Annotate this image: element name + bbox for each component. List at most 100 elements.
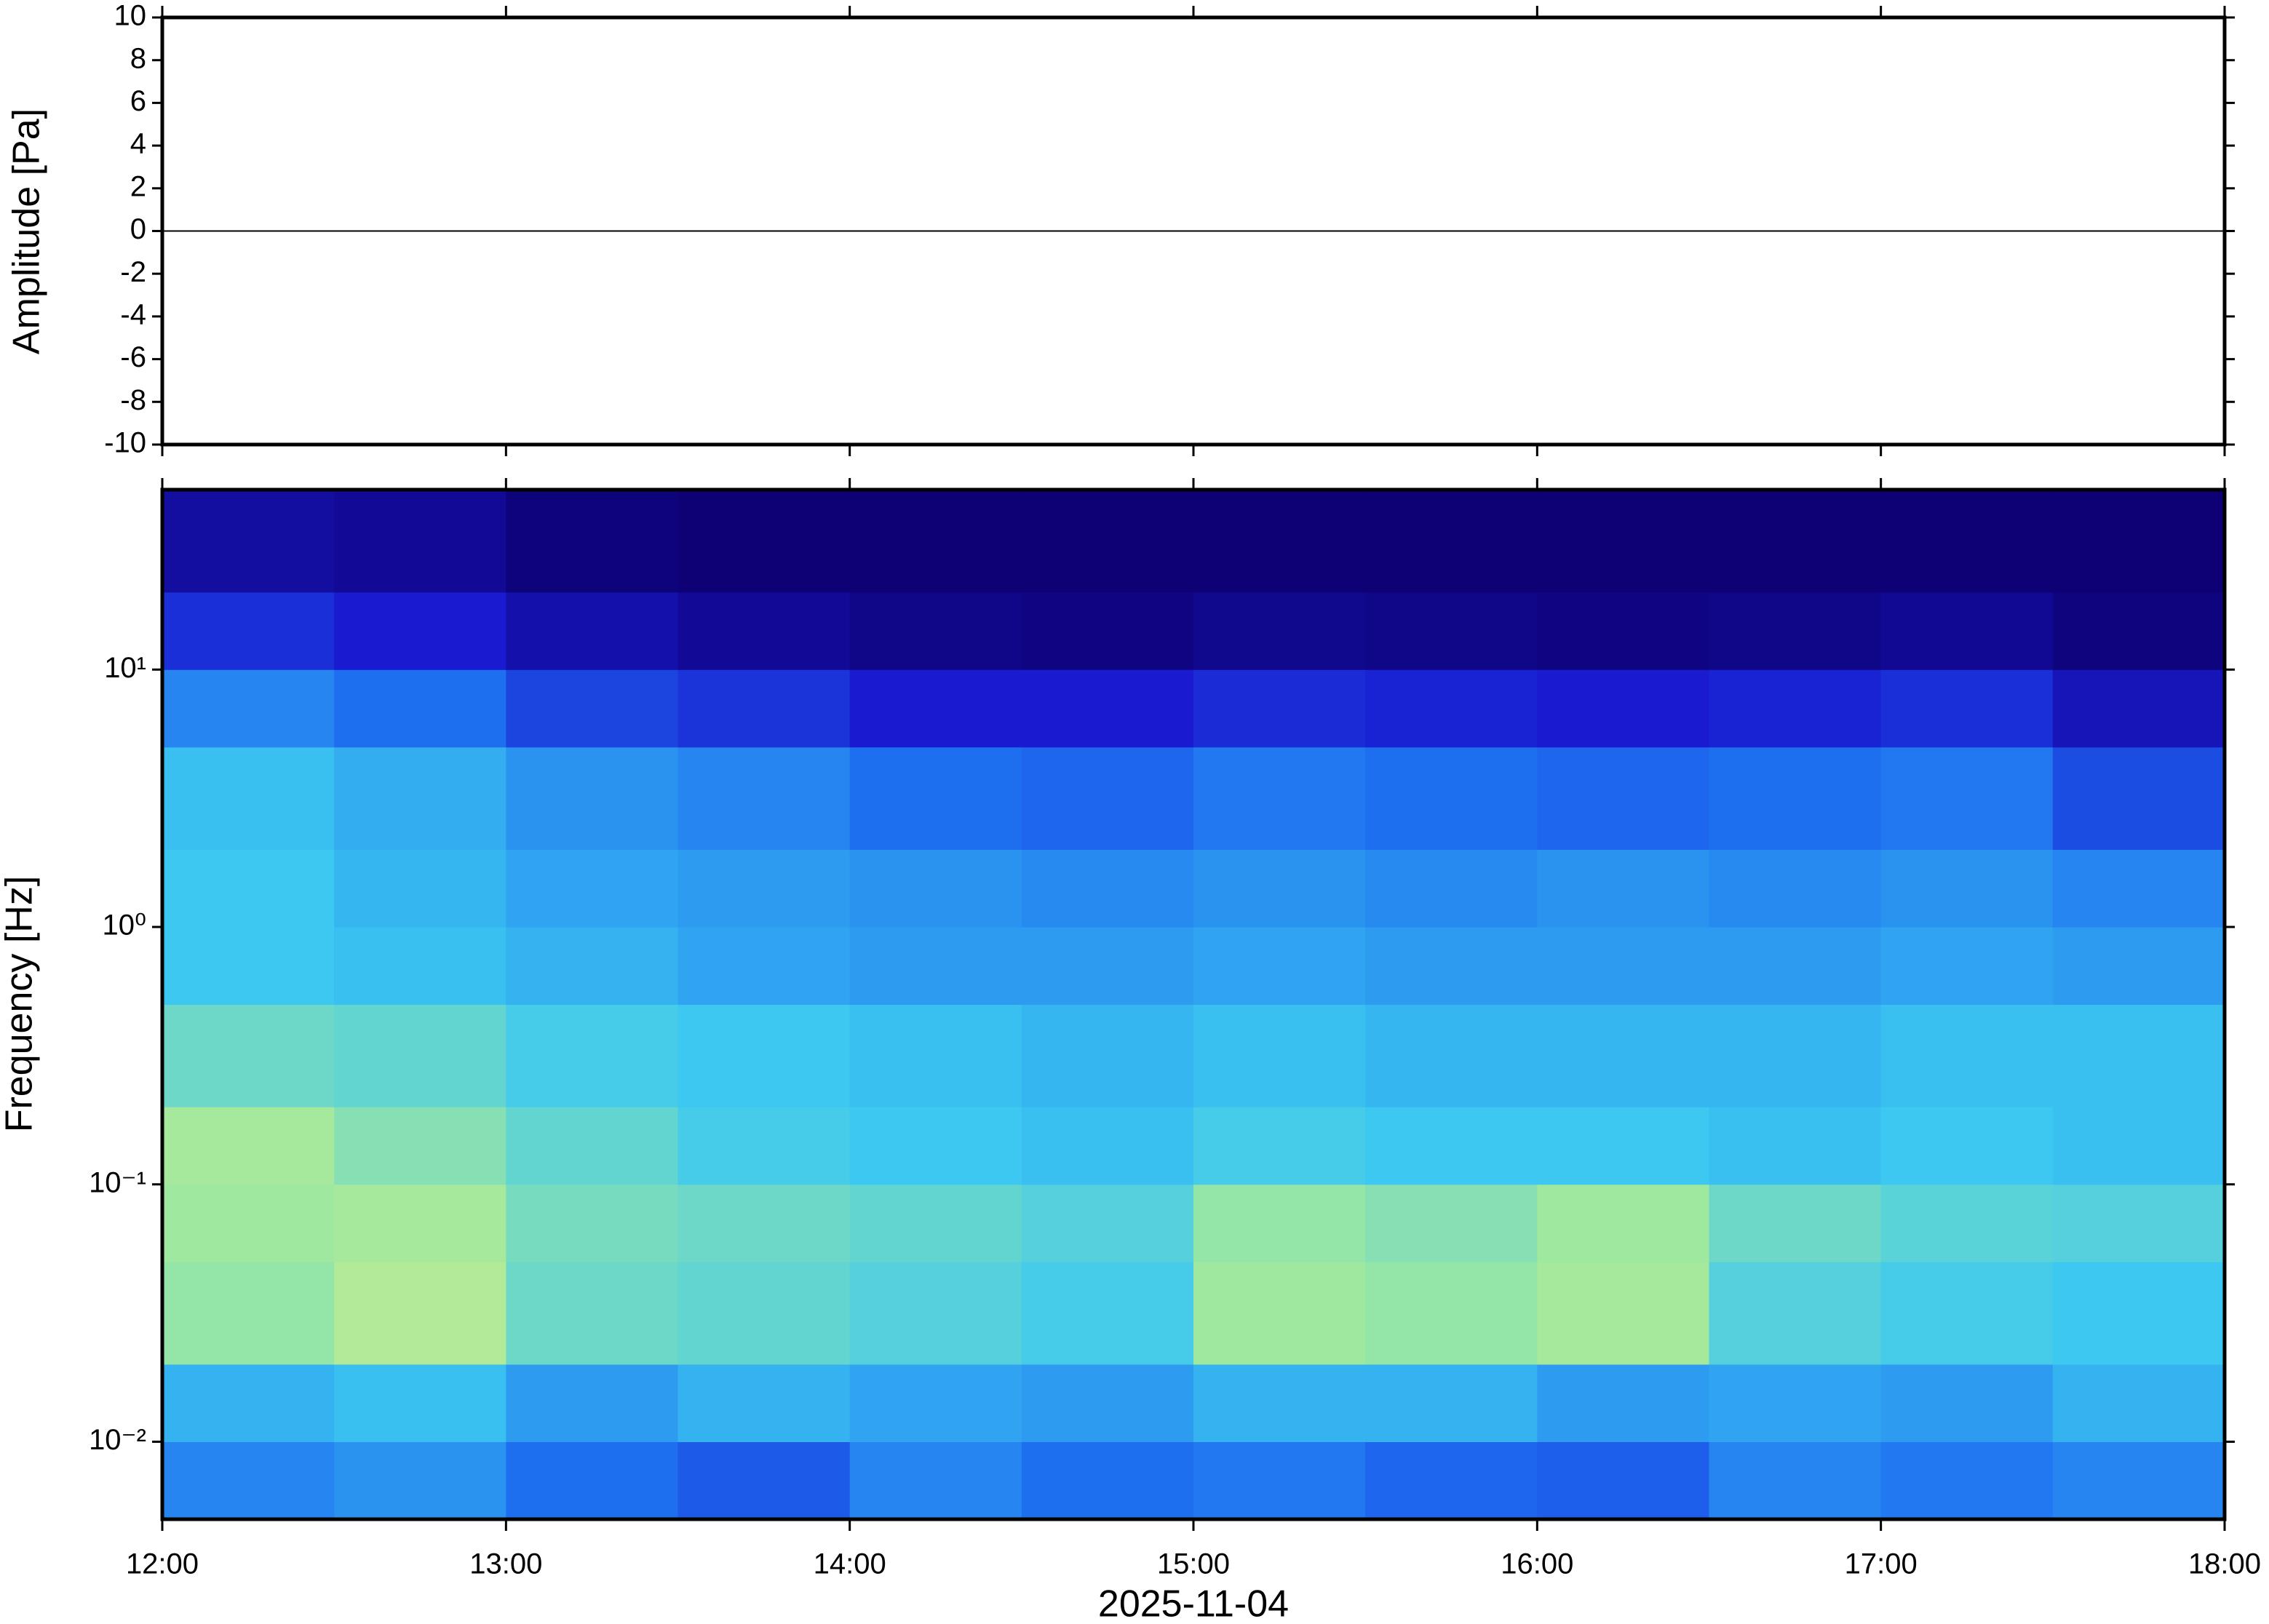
spectrogram-cell [1365, 1107, 1538, 1185]
y-tick-label: 2 [130, 170, 146, 202]
spectrogram-cell [1193, 1262, 1366, 1365]
spectrogram-cell [1537, 1441, 1709, 1520]
spectrogram-cell [162, 1441, 335, 1520]
spectrogram-cell [1021, 592, 1194, 670]
spectrogram-cell [677, 1262, 851, 1365]
spectrogram-cell [1880, 1262, 2054, 1365]
spectrogram-cell [1365, 849, 1538, 928]
spectrogram-cell [1365, 1441, 1538, 1520]
spectrogram-cell [1537, 592, 1709, 670]
spectrogram-cell [1365, 490, 1538, 593]
spectrogram-cell [162, 1107, 335, 1185]
spectrogram-cell [1021, 849, 1194, 928]
spectrogram-cell [1021, 1364, 1194, 1443]
spectrogram-cell [1365, 1184, 1538, 1262]
spectrogram-cell [1537, 490, 1709, 593]
spectrogram-cell [1709, 1184, 1882, 1262]
spectrogram-cell [162, 747, 335, 851]
spectrogram-cell [1537, 849, 1709, 928]
spectrogram-cell [1193, 849, 1366, 928]
spectrogram-cell [677, 747, 851, 851]
spectrogram-cell [849, 1184, 1022, 1262]
y-tick-label: 0 [130, 213, 146, 245]
spectrogram-cell [1193, 592, 1366, 670]
spectrogram-cell [849, 1107, 1022, 1185]
spectrogram-cell [1021, 747, 1194, 851]
spectrogram-cell [1193, 1107, 1366, 1185]
y-axis-label: Frequency [Hz] [0, 876, 41, 1133]
spectrogram [162, 490, 2225, 1520]
spectrogram-cell [1537, 747, 1709, 851]
spectrogram-cell [2052, 849, 2225, 928]
y-tick-label: 10¹ [104, 652, 146, 684]
spectrogram-cell [162, 927, 335, 1005]
y-axis-label: Amplitude [Pa] [6, 108, 48, 354]
y-tick-label: 8 [130, 42, 146, 74]
spectrogram-cell [1880, 849, 2054, 928]
spectrogram-cell [2052, 490, 2225, 593]
spectrogram-cell [849, 849, 1022, 928]
spectrogram-cell [2052, 1441, 2225, 1520]
spectrogram-cell [2052, 747, 2225, 851]
spectrogram-cell [162, 490, 335, 593]
spectrogram-cell [677, 927, 851, 1005]
spectrogram-cell [162, 1184, 335, 1262]
spectrogram-cell [506, 849, 678, 928]
x-tick-label: 15:00 [1157, 1548, 1230, 1580]
spectrogram-cell [506, 1107, 678, 1185]
spectrogram-cell [1365, 592, 1538, 670]
spectrogram-cell [1709, 1441, 1882, 1520]
spectrogram-cell [1193, 927, 1366, 1005]
y-tick-label: 10 [114, 0, 147, 32]
y-tick-label: 10⁻² [89, 1424, 146, 1456]
spectrogram-cell [1193, 490, 1366, 593]
spectrogram-cell [1193, 1004, 1366, 1107]
spectrogram-cell [1537, 1107, 1709, 1185]
spectrogram-cell [1193, 1184, 1366, 1262]
spectrogram-cell [506, 1441, 678, 1520]
spectrogram-cell [334, 1364, 506, 1443]
spectrogram-cell [1021, 1004, 1194, 1107]
spectrogram-cell [506, 592, 678, 670]
spectrogram-cell [2052, 1184, 2225, 1262]
spectrogram-cell [506, 927, 678, 1005]
y-tick-label: 10⁰ [102, 909, 146, 942]
spectrogram-cell [334, 592, 506, 670]
spectrogram-cell [1021, 927, 1194, 1005]
spectrogram-cell [1880, 927, 2054, 1005]
spectrogram-cell [1021, 1262, 1194, 1365]
spectrogram-cell [677, 1004, 851, 1107]
spectrogram-cell [677, 592, 851, 670]
x-tick-label: 14:00 [814, 1548, 886, 1580]
spectrogram-cell [1021, 1184, 1194, 1262]
y-tick-label: -6 [120, 341, 146, 373]
spectrogram-cell [1709, 1364, 1882, 1443]
spectrogram-cell [677, 849, 851, 928]
spectrogram-cell [1537, 1184, 1709, 1262]
spectrogram-cell [1537, 1004, 1709, 1107]
spectrogram-cell [334, 1004, 506, 1107]
spectrogram-cell [162, 1364, 335, 1443]
spectrogram-cell [1709, 849, 1882, 928]
spectrogram-cell [506, 1262, 678, 1365]
x-tick-label: 13:00 [469, 1548, 542, 1580]
spectrogram-cell [849, 1262, 1022, 1365]
spectrogram-cell [506, 1004, 678, 1107]
spectrogram-cell [1021, 1107, 1194, 1185]
spectrogram-cell [1537, 1364, 1709, 1443]
spectrogram-cell [1709, 1107, 1882, 1185]
spectrogram-cell [162, 849, 335, 928]
spectrogram-cell [1537, 1262, 1709, 1365]
spectrogram-cell [1880, 1107, 2054, 1185]
spectrogram-cell [1709, 1004, 1882, 1107]
spectrogram-cell [849, 592, 1022, 670]
spectrogram-cell [1880, 592, 2054, 670]
spectrogram-cell [1880, 1441, 2054, 1520]
spectrogram-cell [1709, 747, 1882, 851]
spectrogram-cell [1021, 669, 1194, 748]
spectrogram-cell [849, 1364, 1022, 1443]
spectrogram-cell [1880, 1184, 2054, 1262]
spectrogram-cell [1880, 1004, 2054, 1107]
x-tick-label: 18:00 [2188, 1548, 2261, 1580]
